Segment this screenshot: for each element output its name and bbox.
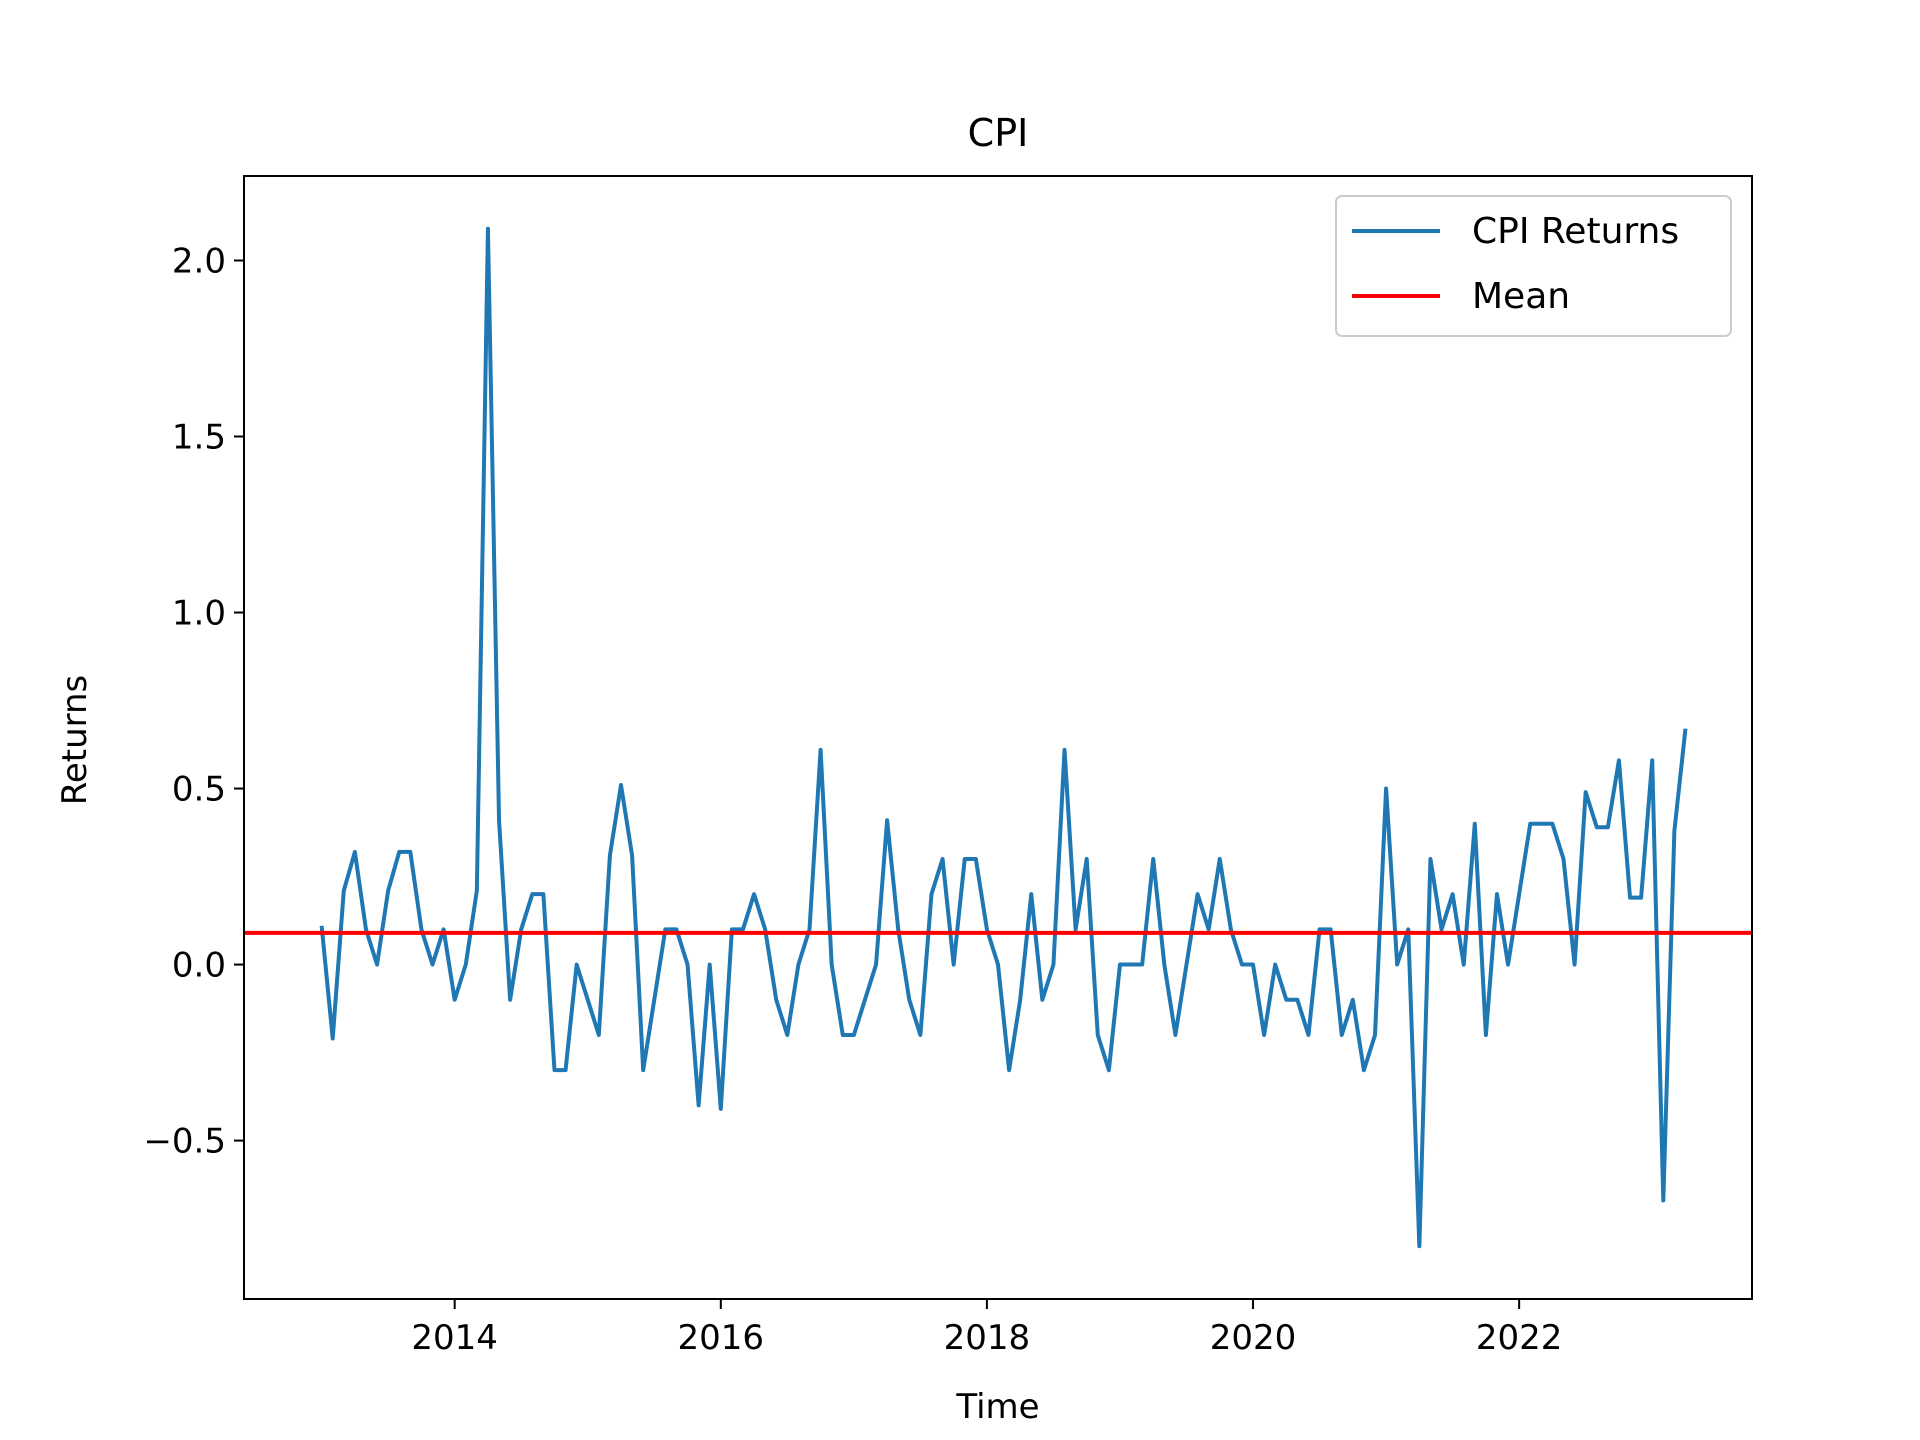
plot-frame — [243, 175, 1753, 1300]
y-tick-label: 2.0 — [172, 241, 226, 281]
x-tick-label: 2022 — [1476, 1318, 1563, 1358]
legend: CPI Returns Mean — [1335, 195, 1732, 337]
x-tick-label: 2014 — [411, 1318, 498, 1358]
y-tick-label: −0.5 — [143, 1122, 226, 1162]
y-axis-label: Returns — [55, 675, 95, 806]
x-axis-ticks: 2014 2016 2018 2020 2022 — [411, 1299, 1562, 1358]
y-tick-label: 0.0 — [172, 946, 226, 986]
y-tick-label: 0.5 — [172, 770, 226, 810]
x-tick-label: 2018 — [944, 1318, 1031, 1358]
series-cpi-returns-line — [319, 226, 1688, 1249]
y-axis-ticks: −0.5 0.0 0.5 1.0 1.5 2.0 — [143, 241, 244, 1162]
legend-label-cpi-returns: CPI Returns — [1472, 211, 1679, 252]
legend-label-mean: Mean — [1472, 276, 1570, 317]
chart-title: CPI — [968, 111, 1029, 155]
y-tick-label: 1.0 — [172, 594, 226, 634]
x-axis-label: Time — [955, 1387, 1039, 1427]
x-tick-label: 2016 — [678, 1318, 765, 1358]
x-tick-label: 2020 — [1210, 1318, 1297, 1358]
plot-series — [244, 226, 1752, 1249]
y-tick-label: 1.5 — [172, 418, 226, 458]
